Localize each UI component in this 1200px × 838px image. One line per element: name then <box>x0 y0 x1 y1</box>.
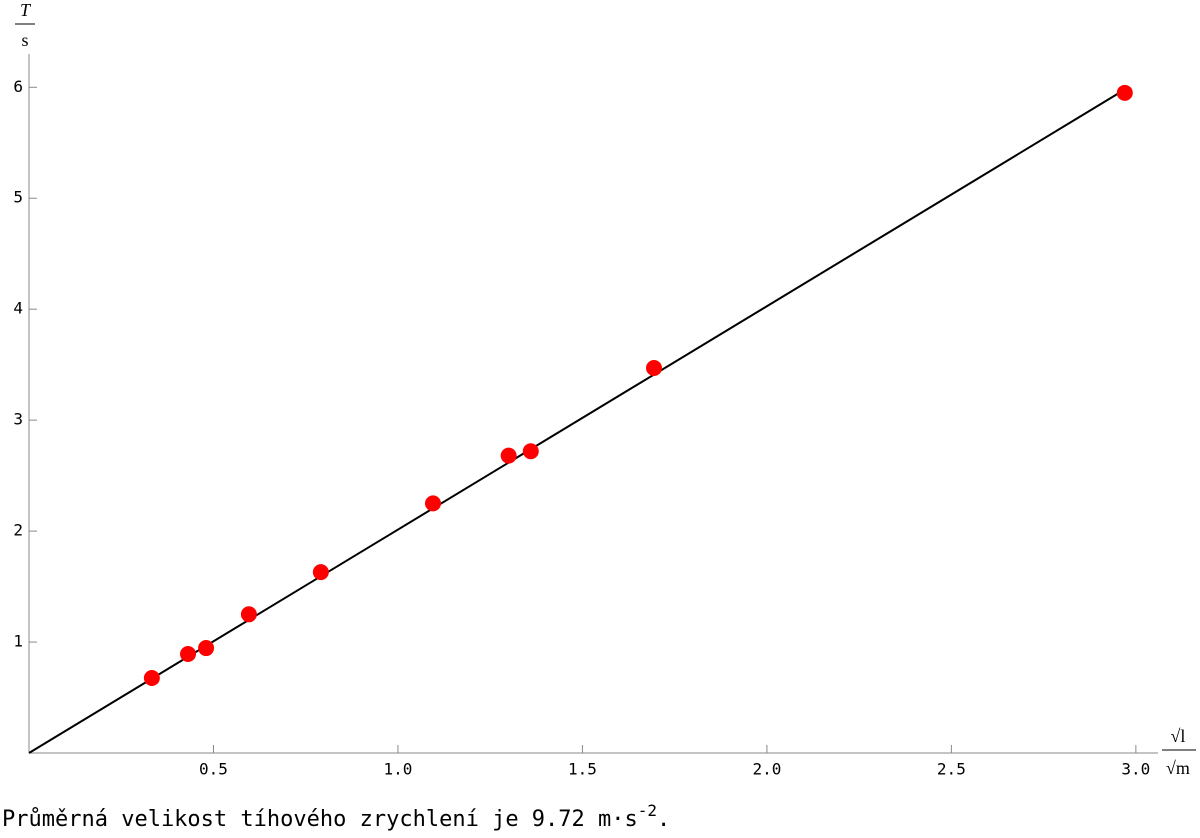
x-label-den: √m <box>1166 758 1190 778</box>
point <box>425 495 442 512</box>
x-tick-label: 3.0 <box>1121 760 1150 779</box>
point <box>312 564 329 581</box>
point <box>646 359 663 376</box>
point <box>180 646 197 663</box>
y-label-den: s <box>21 30 28 50</box>
caption: Průměrná velikost tíhového zrychlení je … <box>2 801 670 832</box>
y-tick-label: 5 <box>13 188 23 207</box>
y-tick-label: 3 <box>13 410 23 429</box>
y-tick-label: 4 <box>13 299 23 318</box>
point <box>240 606 257 623</box>
point <box>198 640 215 657</box>
point <box>522 443 539 460</box>
point <box>500 447 517 464</box>
caption-text: Průměrná velikost tíhového zrychlení je … <box>2 806 638 832</box>
y-tick-label: 2 <box>13 521 23 540</box>
y-label-num: T <box>20 0 32 20</box>
y-tick-label: 1 <box>13 632 23 651</box>
y-tick-label: 6 <box>13 77 23 96</box>
caption-sup: -2 <box>638 801 657 820</box>
x-label-num: √l <box>1171 726 1186 746</box>
point <box>143 669 160 686</box>
caption-end: . <box>657 807 670 832</box>
point <box>1116 84 1133 101</box>
x-tick-label: 1.0 <box>384 760 413 779</box>
x-tick-label: 2.5 <box>937 760 966 779</box>
x-tick-label: 0.5 <box>199 760 228 779</box>
x-tick-label: 1.5 <box>568 760 597 779</box>
x-tick-label: 2.0 <box>752 760 781 779</box>
